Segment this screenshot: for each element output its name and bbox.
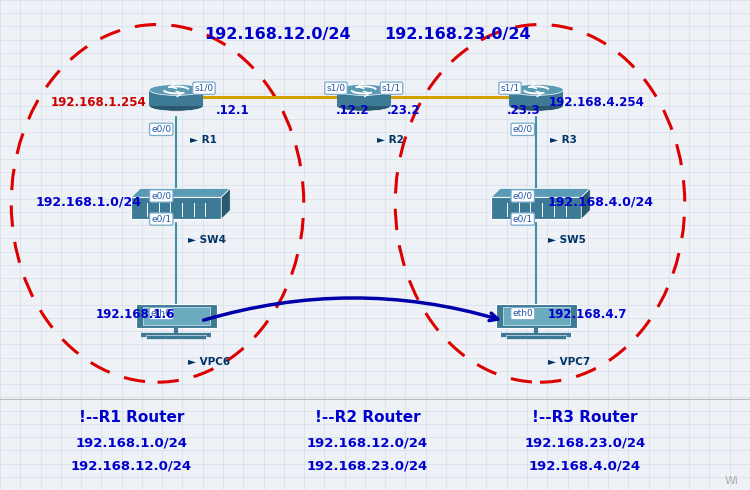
Text: !--R1 Router: !--R1 Router xyxy=(79,410,184,425)
Polygon shape xyxy=(491,189,590,197)
Text: .12.2: .12.2 xyxy=(336,104,370,117)
Text: e0/0: e0/0 xyxy=(152,125,171,134)
Text: 192.168.12.0/24: 192.168.12.0/24 xyxy=(204,27,351,42)
Text: 192.168.4.0/24: 192.168.4.0/24 xyxy=(529,460,641,473)
FancyBboxPatch shape xyxy=(337,90,391,106)
Text: s1/0: s1/0 xyxy=(194,84,214,93)
Text: e0/0: e0/0 xyxy=(513,125,532,134)
Text: s1/0: s1/0 xyxy=(326,84,346,93)
Text: e0/0: e0/0 xyxy=(152,192,171,200)
Text: 192.168.23.0/24: 192.168.23.0/24 xyxy=(384,27,531,42)
FancyBboxPatch shape xyxy=(142,307,210,325)
Text: !--R3 Router: !--R3 Router xyxy=(532,410,638,425)
Text: ► R2: ► R2 xyxy=(377,135,404,145)
Text: 192.168.4.7: 192.168.4.7 xyxy=(548,308,627,321)
Text: 192.168.12.0/24: 192.168.12.0/24 xyxy=(70,460,192,473)
FancyBboxPatch shape xyxy=(491,197,581,220)
FancyBboxPatch shape xyxy=(146,335,206,339)
Text: 192.168.4.0/24: 192.168.4.0/24 xyxy=(548,196,653,208)
FancyBboxPatch shape xyxy=(509,90,563,106)
Text: 192.168.23.0/24: 192.168.23.0/24 xyxy=(524,437,646,450)
Text: 192.168.1.0/24: 192.168.1.0/24 xyxy=(36,196,142,208)
Text: 192.168.1.0/24: 192.168.1.0/24 xyxy=(75,437,188,450)
Text: e0/1: e0/1 xyxy=(152,215,171,223)
Polygon shape xyxy=(131,189,230,197)
Ellipse shape xyxy=(149,101,203,111)
Text: 192.168.4.254: 192.168.4.254 xyxy=(549,97,645,109)
Ellipse shape xyxy=(337,84,391,96)
Text: ► R3: ► R3 xyxy=(550,135,577,145)
Ellipse shape xyxy=(509,101,563,111)
Text: ► SW4: ► SW4 xyxy=(188,235,226,245)
Text: e0/1: e0/1 xyxy=(513,215,532,223)
FancyBboxPatch shape xyxy=(131,197,221,220)
Text: ► VPC7: ► VPC7 xyxy=(548,357,590,367)
Text: s1/1: s1/1 xyxy=(500,84,520,93)
Text: ► VPC6: ► VPC6 xyxy=(188,357,230,367)
Text: eth0: eth0 xyxy=(512,309,533,318)
Text: Wi: Wi xyxy=(724,476,739,486)
Text: ► SW5: ► SW5 xyxy=(548,235,585,245)
FancyBboxPatch shape xyxy=(506,335,566,339)
Text: e0/0: e0/0 xyxy=(513,192,532,200)
Text: s1/1: s1/1 xyxy=(382,84,401,93)
Text: .23.3: .23.3 xyxy=(507,104,541,117)
Text: ► R1: ► R1 xyxy=(190,135,217,145)
Text: .12.1: .12.1 xyxy=(216,104,250,117)
Ellipse shape xyxy=(149,84,203,96)
Text: !--R2 Router: !--R2 Router xyxy=(315,410,420,425)
FancyBboxPatch shape xyxy=(496,304,577,328)
Text: 192.168.1.254: 192.168.1.254 xyxy=(51,97,147,109)
FancyBboxPatch shape xyxy=(149,90,203,106)
Text: .23.2: .23.2 xyxy=(387,104,421,117)
Polygon shape xyxy=(581,189,590,220)
Text: 192.168.12.0/24: 192.168.12.0/24 xyxy=(307,437,428,450)
Polygon shape xyxy=(221,189,230,220)
Text: 192.168.23.0/24: 192.168.23.0/24 xyxy=(307,460,428,473)
Ellipse shape xyxy=(509,84,563,96)
Ellipse shape xyxy=(337,101,391,111)
Text: eth0: eth0 xyxy=(151,309,172,318)
FancyBboxPatch shape xyxy=(136,304,217,328)
Text: 192.168.1.6: 192.168.1.6 xyxy=(96,308,176,321)
FancyBboxPatch shape xyxy=(503,307,570,325)
